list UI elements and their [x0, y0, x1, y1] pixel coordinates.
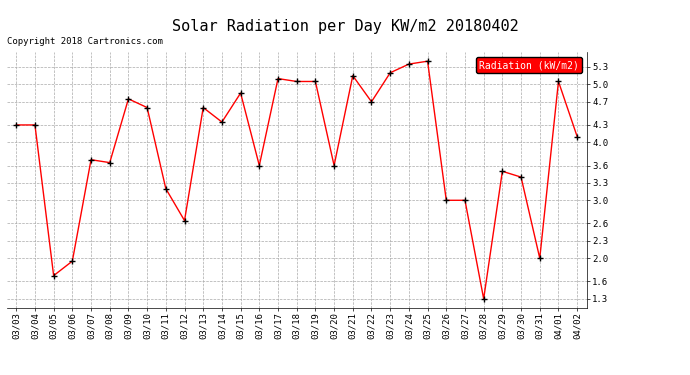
Legend: Radiation (kW/m2): Radiation (kW/m2)	[476, 57, 582, 73]
Text: Solar Radiation per Day KW/m2 20180402: Solar Radiation per Day KW/m2 20180402	[172, 19, 518, 34]
Text: Copyright 2018 Cartronics.com: Copyright 2018 Cartronics.com	[7, 38, 163, 46]
